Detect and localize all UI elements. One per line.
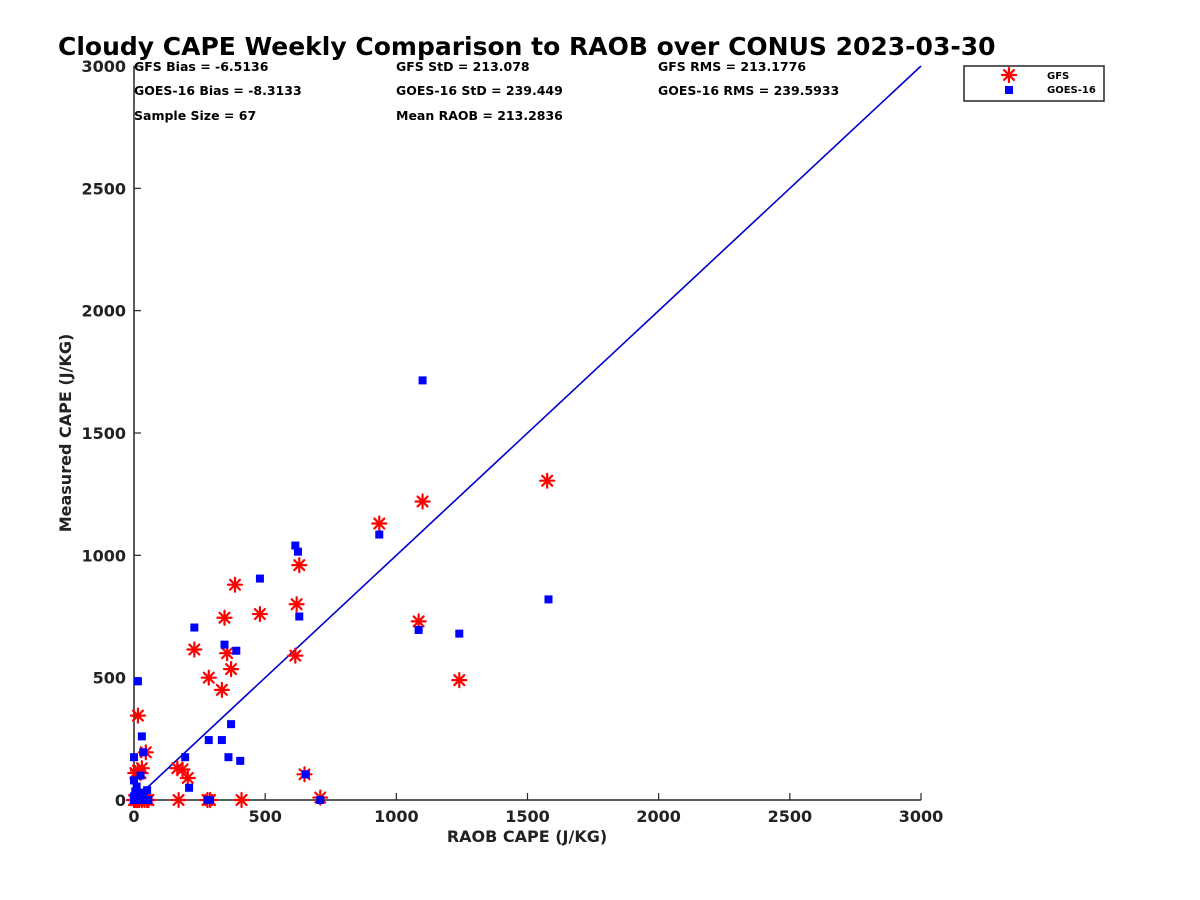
stat-text: Sample Size = 67	[134, 108, 256, 123]
x-tick-label: 1500	[505, 807, 550, 826]
goes-16-point	[293, 547, 302, 556]
gfs-point	[219, 645, 236, 662]
gfs-point	[371, 515, 388, 532]
gfs-point	[186, 641, 203, 658]
legend-asterisk-icon	[1000, 66, 1018, 84]
goes-16-point	[291, 541, 300, 550]
x-tick-label: 3000	[899, 807, 944, 826]
goes-16-point	[418, 376, 427, 385]
goes-16-point	[236, 756, 245, 765]
y-tick-label: 2000	[81, 302, 126, 321]
legend-marker-goes-16	[1005, 86, 1013, 94]
legend-label-goes-16: GOES-16	[1047, 85, 1096, 96]
goes-16-point	[224, 753, 233, 762]
goes-16-point	[139, 748, 148, 757]
goes-16-point	[137, 732, 146, 741]
goes-16-point	[255, 574, 264, 583]
gfs-point	[233, 791, 250, 809]
stat-text: GOES-16 RMS = 239.5933	[658, 83, 839, 98]
goes-16-point	[217, 736, 226, 745]
gfs-point	[213, 681, 230, 699]
x-tick-label: 2500	[768, 807, 813, 826]
gfs-point	[291, 557, 308, 574]
x-tick-label: 1000	[374, 807, 419, 826]
stat-text: GFS StD = 213.078	[396, 59, 530, 74]
legend-label-gfs: GFS	[1047, 71, 1069, 82]
goes-16-point	[295, 612, 304, 621]
x-tick-label: 2000	[636, 807, 681, 826]
stat-text: GFS RMS = 213.1776	[658, 59, 806, 74]
goes-16-point	[414, 625, 423, 634]
goes-16-point	[136, 771, 145, 780]
y-tick-label: 1000	[81, 546, 126, 565]
x-tick-label: 0	[128, 807, 139, 826]
data-points	[125, 376, 556, 809]
goes-16-point	[375, 530, 384, 539]
gfs-point	[539, 472, 556, 489]
goes-16-point	[544, 595, 553, 604]
goes-16-point	[204, 736, 213, 745]
y-axis-label: Measured CAPE (J/KG)	[56, 334, 75, 533]
goes-16-point	[185, 783, 194, 792]
goes-16-point	[132, 782, 141, 791]
legend-marker-gfs	[1000, 66, 1018, 84]
goes-16-point	[206, 796, 215, 804]
gfs-point	[410, 613, 427, 630]
goes-16-point	[181, 753, 190, 762]
gfs-point	[179, 769, 196, 787]
goes-16-point	[227, 720, 236, 729]
reference-line-layer	[133, 65, 922, 801]
chart-title: Cloudy CAPE Weekly Comparison to RAOB ov…	[58, 32, 996, 61]
goes-16-point	[130, 753, 138, 762]
gfs-point	[287, 647, 304, 664]
legend-square-icon	[1005, 86, 1013, 94]
gfs-point	[226, 576, 244, 593]
goes-16-point	[144, 796, 153, 804]
goes-16-point	[143, 786, 152, 795]
goes-16-point	[130, 792, 138, 801]
legend-box	[963, 65, 1105, 102]
axis-ticks: 0 500 1000 1500 2000 2500 3000 0 500 1000 1500 2000…	[81, 57, 943, 826]
goes-16-point	[130, 776, 138, 785]
goes-16-point	[190, 623, 199, 632]
one-to-one-line	[133, 65, 922, 801]
goes-16-point	[133, 677, 142, 686]
y-tick-label: 1500	[81, 424, 126, 443]
gfs-point	[129, 707, 147, 724]
goes-16-point	[232, 646, 241, 655]
gfs-point	[222, 661, 240, 678]
goes-16-point	[316, 796, 325, 804]
x-tick-label: 500	[248, 807, 281, 826]
gfs-point	[251, 605, 269, 623]
statistics-block: GFS Bias = -6.5136 GFS StD = 213.078 GFS R…	[134, 59, 839, 123]
legend: GFS GOES-16	[963, 65, 1105, 102]
gfs-point	[216, 609, 233, 626]
y-tick-label: 2500	[81, 179, 126, 198]
goes-16-point	[455, 629, 464, 638]
gfs-point	[170, 791, 187, 809]
stat-text: GOES-16 Bias = -8.3133	[134, 83, 302, 98]
y-tick-label: 3000	[81, 57, 126, 76]
gfs-point	[288, 596, 305, 613]
y-tick-label: 500	[93, 669, 126, 688]
gfs-point	[200, 669, 217, 686]
x-axis-label: RAOB CAPE (J/KG)	[447, 827, 607, 846]
goes-16-point	[220, 640, 229, 649]
stat-text: GOES-16 StD = 239.449	[396, 83, 563, 98]
stat-text: GFS Bias = -6.5136	[134, 59, 269, 74]
y-tick-label: 0	[115, 791, 126, 810]
goes-16-point	[301, 770, 310, 779]
stat-text: Mean RAOB = 213.2836	[396, 108, 563, 123]
gfs-point	[451, 672, 468, 689]
gfs-point	[414, 493, 431, 510]
